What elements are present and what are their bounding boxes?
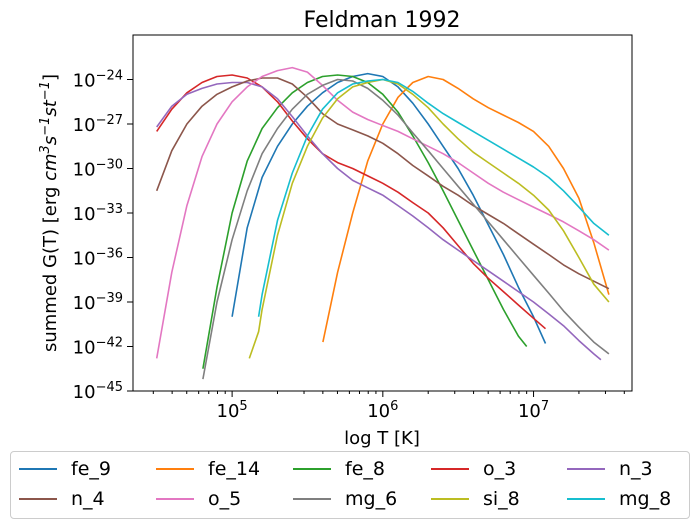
series-line-si-8 [248, 78, 610, 359]
y-tick-label: 10−24 [73, 68, 123, 92]
x-tick-label: 107 [518, 399, 549, 423]
legend-label: o_5 [208, 488, 242, 510]
x-tick-label: 106 [367, 399, 398, 423]
legend-item: o_3 [431, 458, 516, 480]
legend-swatch [567, 468, 605, 470]
legend-swatch [19, 468, 57, 470]
y-tick-label: 10−30 [73, 157, 123, 181]
legend-item: fe_8 [293, 458, 385, 480]
legend-label: o_3 [483, 458, 517, 480]
y-tick-label: 10−45 [73, 380, 123, 404]
legend-label: fe_8 [345, 458, 385, 480]
y-axis: 10−24 10−27 10−30 10−33 10−36 10−39 10−42 10−45 [73, 68, 133, 403]
legend-label: n_3 [619, 458, 653, 480]
legend-item: o_5 [156, 488, 241, 510]
y-tick-label: 10−39 [73, 291, 123, 315]
series-line-mg-8 [257, 78, 610, 317]
legend-label: mg_8 [619, 488, 672, 510]
legend-item: mg_8 [567, 488, 671, 510]
legend-label: mg_6 [345, 488, 398, 510]
y-axis-label: summed G(T) [erg cm3s−1st−1] [38, 74, 62, 352]
legend-swatch [156, 468, 194, 470]
legend-swatch [19, 498, 57, 500]
legend-swatch [431, 468, 469, 470]
legend-swatch [293, 498, 331, 500]
series-line-fe-8 [202, 74, 528, 369]
series-line-mg-6 [202, 78, 610, 380]
legend-item: n_4 [19, 488, 105, 510]
legend-swatch [567, 498, 605, 500]
series-line-o-5 [155, 66, 610, 359]
y-tick-label: 10−33 [73, 202, 123, 226]
chart: Feldman 1992 105 106 107 10−2410−2710−3010… [38, 8, 633, 449]
x-axis: 105 106 107 [152, 391, 625, 423]
legend-item: mg_6 [293, 488, 397, 510]
series-line-fe-14 [322, 75, 610, 343]
legend-item: si_8 [431, 488, 520, 510]
legend-label: fe_14 [208, 458, 261, 480]
series-line-n-4 [155, 77, 610, 290]
legend: fe_9 fe_14 fe_8 o_3 n_3 n_4 o_5 mg_6 si_8 mg_8 [10, 451, 690, 519]
legend-swatch [431, 498, 469, 500]
legend-item: fe_14 [156, 458, 260, 480]
x-tick-label: 105 [217, 399, 248, 423]
legend-label: si_8 [483, 488, 520, 510]
legend-label: fe_9 [71, 458, 111, 480]
legend-item: n_3 [567, 458, 653, 480]
chart-title: Feldman 1992 [304, 8, 461, 33]
plot-lines [155, 66, 610, 380]
legend-swatch [156, 498, 194, 500]
y-tick-label: 10−36 [73, 246, 123, 270]
legend-label: n_4 [71, 488, 105, 510]
y-tick-label: 10−27 [73, 113, 123, 137]
y-tick-label: 10−42 [73, 335, 123, 359]
series-line-o-3 [156, 74, 547, 330]
legend-swatch [293, 468, 331, 470]
series-line-n-3 [156, 81, 602, 361]
legend-item: fe_9 [19, 458, 111, 480]
x-axis-label: log T [K] [344, 428, 420, 449]
